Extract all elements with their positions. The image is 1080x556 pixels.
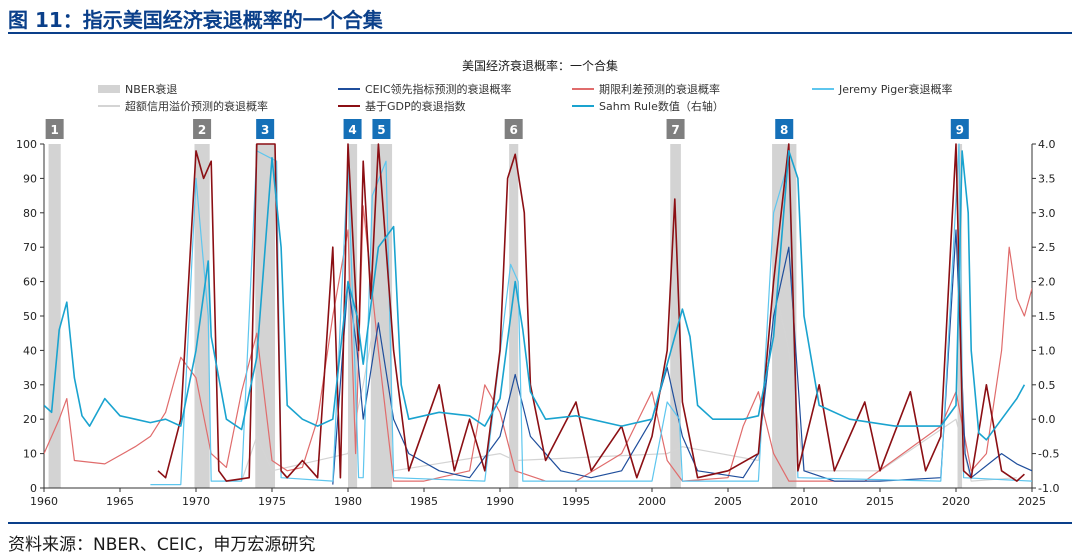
recession-marker-label: 7 bbox=[671, 123, 679, 137]
recession-marker-label: 6 bbox=[510, 123, 518, 137]
legend-label-spread: 期限利差预测的衰退概率 bbox=[599, 82, 720, 96]
y2-tick-label: -1.0 bbox=[1038, 482, 1059, 495]
y-tick-label: 70 bbox=[23, 241, 37, 254]
series-line-ceic bbox=[332, 229, 1032, 485]
recession-marker-label: 9 bbox=[956, 123, 964, 137]
y2-tick-label: 2.0 bbox=[1038, 276, 1056, 289]
recession-band bbox=[509, 144, 519, 488]
chart-title: 美国经济衰退概率：一个合集 bbox=[462, 58, 618, 73]
x-tick-label: 2005 bbox=[714, 495, 742, 508]
figure-title: 图 11：指示美国经济衰退概率的一个合集 bbox=[8, 8, 383, 32]
recession-band bbox=[670, 144, 681, 488]
legend-label-sahm: Sahm Rule数值（右轴） bbox=[599, 99, 724, 113]
recession-band bbox=[194, 144, 210, 488]
recession-marker bbox=[193, 119, 212, 139]
legend-label-piger: Jeremy Piger衰退概率 bbox=[838, 82, 953, 96]
y2-tick-label: 0.5 bbox=[1038, 379, 1056, 392]
y-tick-label: 100 bbox=[16, 138, 37, 151]
recession-marker bbox=[372, 119, 391, 139]
source-note: 资料来源：NBER、CEIC，申万宏源研究 bbox=[8, 535, 316, 555]
y-tick-label: 40 bbox=[23, 344, 37, 357]
x-tick-label: 2000 bbox=[638, 495, 666, 508]
title-rule bbox=[8, 32, 1072, 34]
x-tick-label: 1985 bbox=[410, 495, 438, 508]
legend-label-nber: NBER衰退 bbox=[125, 82, 177, 96]
y-tick-label: 50 bbox=[23, 310, 37, 323]
recession-bands bbox=[48, 144, 963, 488]
recession-markers: 1 2 3 4 5 6 7 8 9 bbox=[45, 119, 969, 139]
recession-band bbox=[370, 144, 393, 488]
y2-tick-label: 2.5 bbox=[1038, 241, 1056, 254]
y-tick-label: 80 bbox=[23, 207, 37, 220]
series-lines bbox=[44, 143, 1032, 486]
recession-marker-label: 4 bbox=[348, 123, 356, 137]
legend-swatch-nber bbox=[98, 85, 120, 93]
recession-marker-label: 8 bbox=[780, 123, 788, 137]
x-tick-label: 2020 bbox=[942, 495, 970, 508]
legend-label-ceic: CEIC领先指标预测的衰退概率 bbox=[365, 82, 512, 96]
recession-marker bbox=[343, 119, 362, 139]
x-tick-label: 2015 bbox=[866, 495, 894, 508]
x-tick-label: 1980 bbox=[334, 495, 362, 508]
y2-tick-label: 0.0 bbox=[1038, 413, 1056, 426]
recession-marker bbox=[775, 119, 794, 139]
recession-marker bbox=[45, 119, 64, 139]
x-tick-label: 1960 bbox=[30, 495, 58, 508]
x-tick-label: 2025 bbox=[1018, 495, 1046, 508]
y2-tick-label: 3.0 bbox=[1038, 207, 1056, 220]
source-rule bbox=[8, 522, 1072, 524]
y2-tick-label: 3.5 bbox=[1038, 172, 1056, 185]
legend: NBER衰退 CEIC领先指标预测的衰退概率 期限利差预测的衰退概率 Jeremy P… bbox=[98, 82, 953, 113]
y-tick-label: 0 bbox=[30, 482, 37, 495]
recession-marker bbox=[666, 119, 685, 139]
series-line-gdp bbox=[157, 143, 1025, 482]
recession-marker bbox=[256, 119, 275, 139]
recession-marker bbox=[950, 119, 969, 139]
y2-tick-label: 1.5 bbox=[1038, 310, 1056, 323]
recession-marker-label: 2 bbox=[198, 123, 206, 137]
axes: 0 10 20 30 40 50 60 70 80 90 100 -1.0 -0.5 0.0 0.5 1.0 1… bbox=[16, 138, 1059, 508]
recession-marker-label: 3 bbox=[261, 123, 269, 137]
recession-band bbox=[48, 144, 61, 488]
y2-tick-label: 1.0 bbox=[1038, 344, 1056, 357]
x-tick-label: 1990 bbox=[486, 495, 514, 508]
x-tick-label: 1975 bbox=[258, 495, 286, 508]
y2-tick-label: -0.5 bbox=[1038, 448, 1059, 461]
y2-tick-label: 4.0 bbox=[1038, 138, 1056, 151]
series-line-sahm bbox=[44, 150, 1026, 441]
y-tick-label: 30 bbox=[23, 379, 37, 392]
y-tick-label: 90 bbox=[23, 172, 37, 185]
y-tick-label: 20 bbox=[23, 413, 37, 426]
recession-band bbox=[255, 144, 276, 488]
x-tick-label: 1995 bbox=[562, 495, 590, 508]
x-tick-label: 1970 bbox=[182, 495, 210, 508]
x-tick-label: 1965 bbox=[106, 495, 134, 508]
x-tick-label: 2010 bbox=[790, 495, 818, 508]
y-tick-label: 60 bbox=[23, 276, 37, 289]
legend-label-credit: 超额信用溢价预测的衰退概率 bbox=[125, 99, 268, 113]
series-line-piger bbox=[150, 143, 1032, 486]
y-tick-label: 10 bbox=[23, 448, 37, 461]
recession-marker-label: 1 bbox=[50, 123, 58, 137]
legend-label-gdp: 基于GDP的衰退指数 bbox=[365, 99, 466, 113]
recession-marker-label: 5 bbox=[377, 123, 385, 137]
recession-marker bbox=[504, 119, 523, 139]
